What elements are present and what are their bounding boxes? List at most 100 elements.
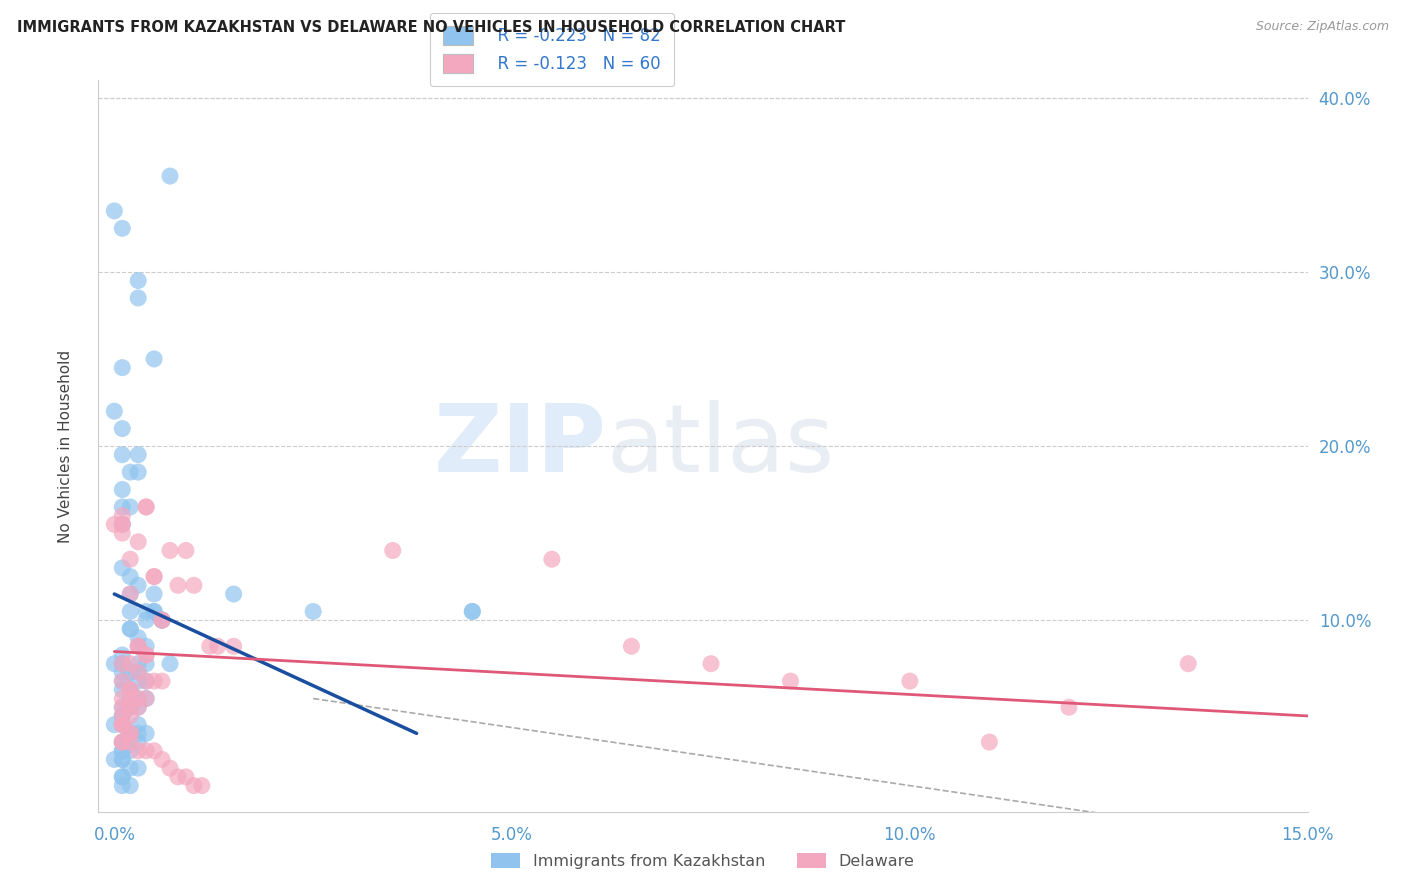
Point: [461, 604, 484, 618]
Point: [135, 691, 157, 706]
Point: [127, 448, 149, 462]
Point: [127, 744, 149, 758]
Point: [120, 657, 142, 671]
Point: [111, 735, 134, 749]
Point: [120, 682, 142, 697]
Point: [111, 561, 134, 575]
Point: [111, 709, 134, 723]
Point: [111, 657, 134, 671]
Point: [111, 752, 134, 766]
Point: [127, 665, 149, 680]
Point: [120, 744, 142, 758]
Point: [143, 569, 166, 583]
Point: [198, 640, 221, 654]
Point: [111, 770, 134, 784]
Point: [120, 735, 142, 749]
Point: [111, 735, 134, 749]
Point: [150, 674, 173, 689]
Point: [111, 752, 134, 766]
Point: [135, 500, 157, 514]
Legend: Immigrants from Kazakhstan, Delaware: Immigrants from Kazakhstan, Delaware: [485, 847, 921, 875]
Point: [111, 483, 134, 497]
Point: [222, 640, 245, 654]
Point: [120, 682, 142, 697]
Point: [103, 717, 125, 731]
Point: [620, 640, 643, 654]
Point: [302, 604, 325, 618]
Point: [111, 448, 134, 462]
Point: [127, 291, 149, 305]
Point: [143, 604, 166, 618]
Point: [159, 543, 181, 558]
Point: [120, 569, 142, 583]
Point: [159, 761, 181, 775]
Point: [120, 709, 142, 723]
Text: atlas: atlas: [606, 400, 835, 492]
Point: [111, 691, 134, 706]
Point: [111, 674, 134, 689]
Point: [120, 700, 142, 714]
Point: [207, 640, 229, 654]
Point: [127, 726, 149, 740]
Point: [127, 534, 149, 549]
Point: [898, 674, 921, 689]
Point: [120, 465, 142, 479]
Point: [174, 543, 197, 558]
Point: [111, 744, 134, 758]
Point: [150, 613, 173, 627]
Point: [120, 761, 142, 775]
Point: [111, 770, 134, 784]
Point: [127, 274, 149, 288]
Point: [120, 587, 142, 601]
Point: [111, 648, 134, 662]
Point: [111, 421, 134, 435]
Point: [127, 665, 149, 680]
Point: [127, 657, 149, 671]
Point: [167, 578, 190, 592]
Text: IMMIGRANTS FROM KAZAKHSTAN VS DELAWARE NO VEHICLES IN HOUSEHOLD CORRELATION CHAR: IMMIGRANTS FROM KAZAKHSTAN VS DELAWARE N…: [17, 20, 845, 35]
Point: [111, 665, 134, 680]
Point: [150, 613, 173, 627]
Point: [461, 604, 484, 618]
Point: [150, 752, 173, 766]
Text: ZIP: ZIP: [433, 400, 606, 492]
Point: [120, 587, 142, 601]
Point: [540, 552, 562, 566]
Point: [135, 674, 157, 689]
Point: [135, 640, 157, 654]
Point: [127, 578, 149, 592]
Point: [127, 631, 149, 645]
Point: [135, 648, 157, 662]
Point: [120, 622, 142, 636]
Point: [120, 779, 142, 793]
Point: [120, 665, 142, 680]
Point: [103, 517, 125, 532]
Point: [111, 674, 134, 689]
Point: [174, 770, 197, 784]
Point: [111, 709, 134, 723]
Point: [111, 657, 134, 671]
Point: [135, 691, 157, 706]
Point: [143, 587, 166, 601]
Point: [111, 526, 134, 541]
Point: [135, 648, 157, 662]
Point: [191, 779, 214, 793]
Point: [143, 351, 166, 366]
Point: [135, 613, 157, 627]
Point: [103, 657, 125, 671]
Point: [127, 640, 149, 654]
Point: [143, 744, 166, 758]
Point: [127, 691, 149, 706]
Point: [120, 691, 142, 706]
Point: [111, 360, 134, 375]
Point: [120, 700, 142, 714]
Point: [111, 717, 134, 731]
Point: [135, 674, 157, 689]
Point: [143, 569, 166, 583]
Point: [127, 465, 149, 479]
Point: [120, 682, 142, 697]
Point: [143, 674, 166, 689]
Point: [111, 700, 134, 714]
Point: [127, 674, 149, 689]
Point: [127, 640, 149, 654]
